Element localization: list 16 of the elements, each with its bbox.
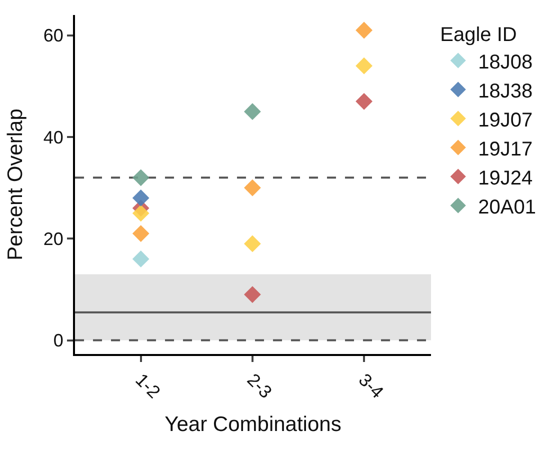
legend-label: 19J24 [478,167,533,190]
y-tick-label: 0 [53,330,64,351]
x-tick-label: 2-3 [243,370,276,402]
legend-label: 19J07 [478,109,533,132]
legend-label: 18J38 [478,80,533,102]
legend-label: 20A01 [478,196,536,218]
x-tick-label: 3-4 [354,370,388,402]
legend-title: Eagle ID [440,24,517,46]
legend-label: 18J08 [478,51,533,74]
y-axis-title: Percent Overlap [4,108,28,260]
x-tick-label: 1-2 [132,370,164,402]
y-tick-label: 40 [43,127,64,148]
x-axis-title: Year Combinations [164,412,342,436]
y-tick-label: 20 [43,228,64,249]
legend-label: 19J17 [478,138,533,160]
y-tick-label: 60 [43,26,64,46]
